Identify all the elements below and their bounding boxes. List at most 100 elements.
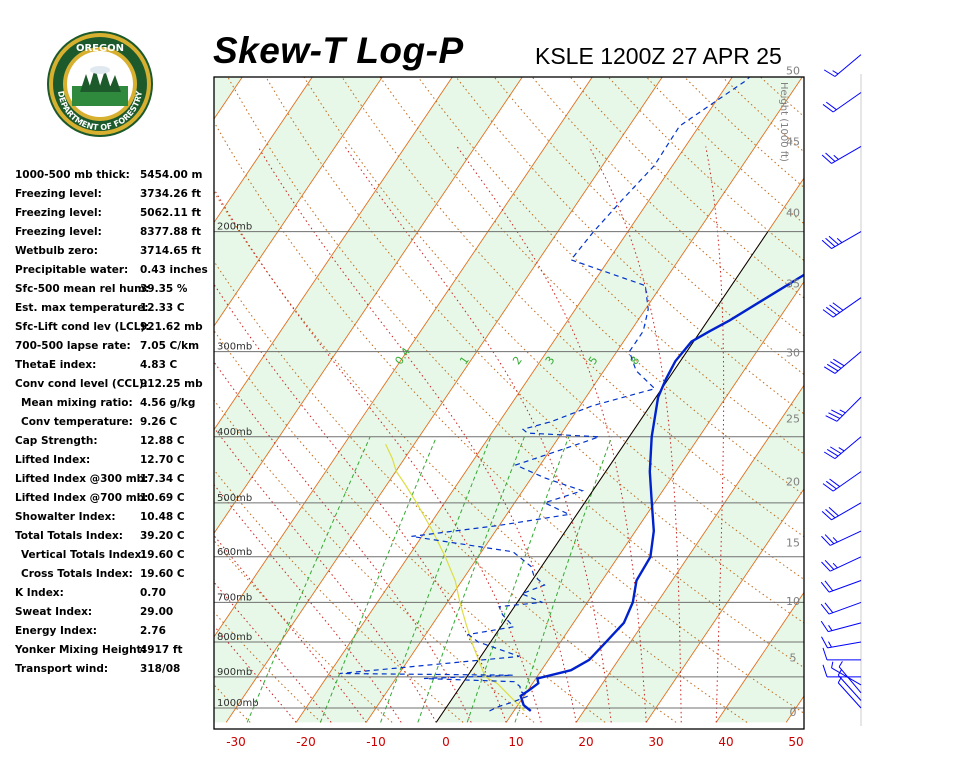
index-value: 12.33 C [140, 302, 185, 314]
index-value: 5062.11 ft [140, 207, 202, 219]
wind-barb [822, 647, 861, 661]
wind-barb-flag [821, 535, 831, 546]
mixing-ratio-line [319, 436, 437, 723]
isotherm-line [225, 77, 663, 723]
isotherm-line [856, 0, 960, 722]
index-value: 9.26 C [140, 416, 178, 428]
index-label: Mean mixing ratio: [21, 397, 133, 409]
wind-barb-flag [824, 559, 835, 570]
height-tick-label: 40 [786, 207, 800, 220]
index-row: Lifted Index: 12.70 C [15, 454, 225, 473]
isotherm-line [214, 77, 383, 327]
index-label: Freezing level: [15, 188, 102, 200]
index-row: K Index: 0.70 [15, 587, 225, 606]
wind-barb-flag [828, 235, 839, 245]
page-title: Skew-T Log-P [213, 30, 464, 71]
isotherm-line [575, 384, 804, 723]
isotherm-band [296, 77, 803, 723]
wind-barb-half-flag [832, 537, 838, 543]
isotherm-line [0, 0, 88, 722]
index-label: Lifted Index @700 mb: [15, 492, 149, 504]
wind-barb [821, 502, 862, 521]
index-value: 4.56 g/kg [140, 397, 196, 409]
wind-barb-flag [833, 358, 845, 367]
wind-barb [822, 92, 862, 113]
wind-barb-flag [826, 449, 839, 457]
dry-adiabat [417, 77, 804, 455]
wind-barb-staff [834, 54, 862, 77]
index-row: Cross Totals Index: 19.60 C [15, 568, 225, 587]
wind-barb-flag [825, 415, 838, 422]
index-value: 12.88 C [140, 435, 185, 447]
wind-barb-staff [831, 146, 862, 164]
index-value: 3734.26 ft [140, 188, 202, 200]
wind-barb-staff [832, 297, 862, 318]
index-row: Est. max temperature: 12.33 C [15, 302, 225, 321]
index-label: Wetbulb zero: [15, 245, 98, 257]
wind-barb-staff [827, 641, 862, 649]
wind-barb-flag [823, 69, 836, 77]
wind-barb-flag [824, 580, 834, 592]
index-row: ThetaE index: 4.83 C [15, 359, 225, 378]
wind-barb-staff [832, 471, 862, 492]
mixing-ratio-line [514, 436, 613, 723]
height-tick-label: 50 [786, 64, 800, 77]
isotherm-line [214, 77, 243, 120]
wind-barb-flag [821, 636, 828, 649]
isotherm-line [214, 77, 453, 431]
isotherm-band [856, 0, 960, 722]
isotherm-line [214, 77, 593, 638]
temperature-tick-label: 50 [788, 735, 803, 749]
wind-barb-half-flag [836, 238, 843, 243]
index-label: Est. max temperature: [15, 302, 149, 314]
wind-barb-half-flag [838, 447, 845, 452]
isobar-label: 800mb [217, 632, 252, 643]
wind-barb-half-flag [828, 641, 832, 648]
index-label: Lifted Index: [15, 454, 91, 466]
index-value: 29.00 [140, 606, 174, 618]
index-label: Yonker Mixing Height: [15, 644, 146, 656]
index-row: Vertical Totals Index: 19.60 C [15, 549, 225, 568]
wind-barb [822, 297, 862, 318]
height-tick-label: 0 [790, 706, 797, 719]
index-label: Total Totals Index: [15, 530, 123, 542]
height-tick-label: 20 [786, 476, 800, 489]
wind-barb-flag [830, 361, 842, 369]
isobar-label: 300mb [217, 342, 252, 353]
temperature-tick-label: 0 [442, 735, 450, 749]
wind-barb [821, 146, 862, 164]
wind-barb [823, 54, 862, 77]
index-value: 4.83 C [140, 359, 178, 371]
index-value: 39.35 % [140, 283, 188, 295]
index-value: 39.20 C [140, 530, 185, 542]
wind-barb-staff [828, 580, 862, 593]
index-row: Lifted Index @700 mb: 10.69 C [15, 492, 225, 511]
wind-barb-flag [829, 304, 840, 313]
height-tick-label: 25 [786, 412, 800, 425]
wind-barb-staff [828, 601, 862, 615]
index-row: Precipitable water: 0.43 inches [15, 264, 225, 283]
wind-barb-staff [831, 502, 862, 521]
wind-barb-flag [824, 534, 835, 545]
wind-barb [831, 661, 862, 686]
isobar-label: 700mb [217, 592, 252, 603]
index-row: Energy Index: 2.76 [15, 625, 225, 644]
wind-barb-staff [837, 682, 862, 709]
wind-barb-staff [834, 351, 862, 374]
dry-adiabat [303, 77, 804, 580]
wind-barb-flag [825, 306, 837, 316]
index-label: Sfc-Lift cond lev (LCL): [15, 321, 150, 333]
isobar-label: 900mb [217, 667, 252, 678]
index-value: 912.25 mb [140, 378, 203, 390]
index-row: Freezing level: 3734.26 ft [15, 188, 225, 207]
index-value: 17.34 C [140, 473, 185, 485]
index-label: Conv temperature: [21, 416, 133, 428]
temperature-tick-label: -30 [226, 735, 246, 749]
dry-adiabat [265, 77, 804, 624]
isotherm-line [645, 488, 804, 723]
height-tick-label: 45 [786, 135, 800, 148]
index-label: K Index: [15, 587, 64, 599]
freezing-isotherm [435, 231, 769, 723]
station-time-label: KSLE 1200Z 27 APR 25 [535, 43, 782, 69]
